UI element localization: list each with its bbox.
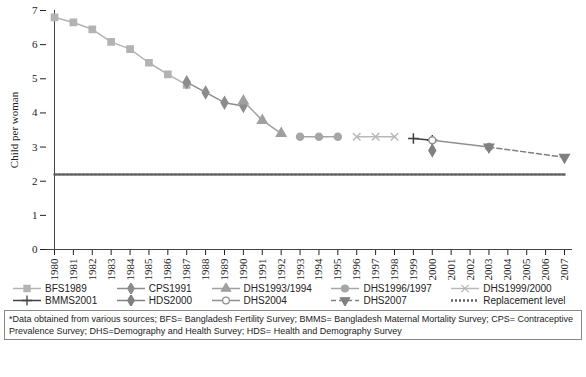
svg-text:1992: 1992 (275, 259, 287, 281)
svg-text:2003: 2003 (482, 258, 494, 281)
html-text:DHS2007: DHS2007 (363, 295, 407, 306)
html-text:BFS1989: BFS1989 (45, 283, 87, 294)
svg-text:2004: 2004 (501, 258, 513, 281)
svg-text:1987: 1987 (180, 258, 192, 281)
html-text:CPS1991: CPS1991 (148, 283, 192, 294)
svg-text:1995: 1995 (331, 258, 343, 281)
svg-text:2002: 2002 (464, 259, 476, 281)
svg-text:1994: 1994 (312, 258, 324, 281)
svg-text:1986: 1986 (161, 258, 173, 281)
svg-text:4: 4 (32, 106, 38, 118)
svg-text:1989: 1989 (218, 258, 230, 281)
svg-text:1993: 1993 (294, 258, 306, 281)
svg-text:2007: 2007 (558, 258, 570, 281)
svg-text:5: 5 (32, 72, 38, 84)
svg-text:6: 6 (32, 38, 38, 50)
svg-text:1991: 1991 (256, 259, 268, 281)
html-text:Replacement level: Replacement level (483, 295, 566, 306)
svg-text:1: 1 (32, 209, 38, 221)
svg-text:2006: 2006 (539, 258, 551, 281)
svg-text:1997: 1997 (369, 258, 381, 281)
svg-text:1990: 1990 (237, 258, 249, 281)
svg-text:1983: 1983 (105, 258, 117, 281)
svg-text:1996: 1996 (350, 258, 362, 281)
svg-text:Child per woman: Child per woman (8, 91, 20, 168)
svg-text:7: 7 (32, 4, 38, 16)
svg-text:2005: 2005 (520, 258, 532, 281)
svg-text:1988: 1988 (199, 258, 211, 281)
svg-text:1998: 1998 (388, 258, 400, 281)
html-text:DHS2004: DHS2004 (243, 295, 287, 306)
svg-text:1984: 1984 (124, 258, 136, 281)
svg-text:1981: 1981 (67, 259, 79, 281)
svg-text:2001: 2001 (445, 259, 457, 281)
svg-text:1999: 1999 (407, 258, 419, 281)
html-text:HDS2000: HDS2000 (148, 295, 193, 306)
html-text:*Data obtained from various so: *Data obtained from various sources; BFS… (9, 314, 573, 336)
html-text:DHS1993/1994: DHS1993/1994 (243, 283, 312, 294)
html-text:BMMS2001: BMMS2001 (45, 295, 98, 306)
html-text:DHS1999/2000: DHS1999/2000 (483, 283, 552, 294)
svg-text:1985: 1985 (142, 258, 154, 281)
svg-text:1982: 1982 (86, 259, 98, 281)
svg-text:1980: 1980 (48, 258, 60, 281)
html-text:DHS1996/1997: DHS1996/1997 (363, 283, 432, 294)
svg-text:2000: 2000 (426, 258, 438, 281)
svg-text:3: 3 (32, 141, 38, 153)
svg-text:0: 0 (32, 243, 38, 255)
svg-text:2: 2 (32, 175, 38, 187)
